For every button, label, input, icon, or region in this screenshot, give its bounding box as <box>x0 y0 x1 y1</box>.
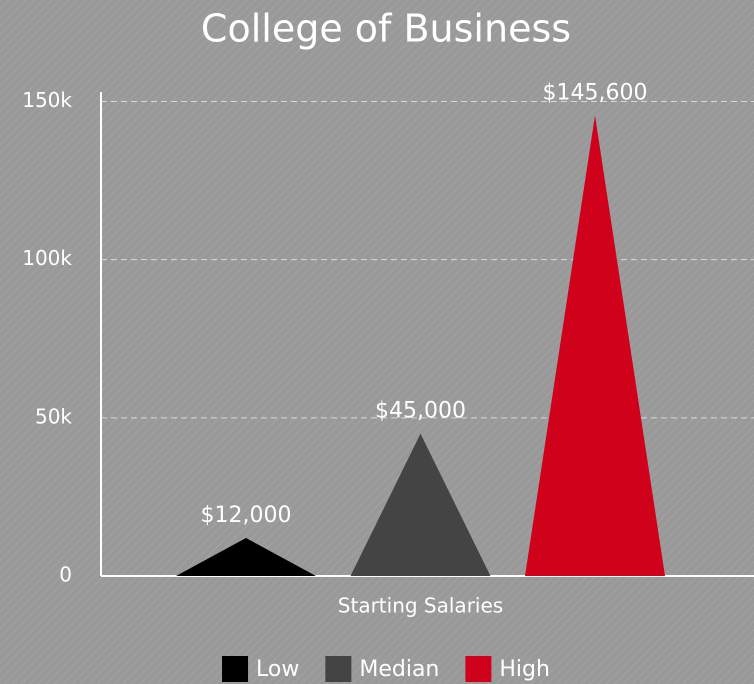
bar <box>350 433 491 576</box>
y-tick-label: 150k <box>22 88 72 112</box>
y-tick-label: 0 <box>59 563 72 587</box>
bar <box>176 538 316 576</box>
chart-title: College of Business <box>201 7 571 51</box>
value-label: $12,000 <box>201 503 292 528</box>
legend-label: High <box>499 657 550 682</box>
legend-swatch <box>222 656 249 682</box>
bar <box>525 115 665 576</box>
legend-swatch <box>325 656 352 682</box>
legend-label: Low <box>256 657 299 682</box>
value-label: $45,000 <box>375 399 466 424</box>
legend-label: Median <box>359 657 439 682</box>
y-tick-label: 50k <box>35 404 72 428</box>
y-tick-label: 100k <box>22 246 72 270</box>
x-tick-label: Starting Salaries <box>338 594 503 618</box>
value-label: $145,600 <box>543 80 648 105</box>
legend-swatch <box>465 656 492 682</box>
